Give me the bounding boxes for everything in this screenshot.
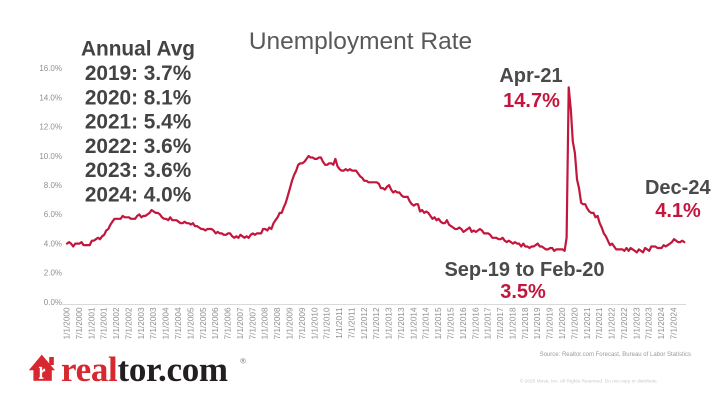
svg-text:7/1/2012: 7/1/2012: [372, 307, 381, 339]
svg-text:7/1/2003: 7/1/2003: [149, 307, 158, 339]
svg-text:1/1/2017: 1/1/2017: [484, 307, 493, 339]
svg-text:1/1/2023: 1/1/2023: [632, 307, 641, 339]
svg-text:1/1/2013: 1/1/2013: [385, 307, 394, 339]
svg-text:1/1/2020: 1/1/2020: [558, 307, 567, 339]
svg-text:1/1/2016: 1/1/2016: [459, 307, 468, 339]
svg-text:8.0%: 8.0%: [44, 181, 62, 190]
svg-text:7/1/2019: 7/1/2019: [546, 307, 555, 339]
svg-text:7/1/2009: 7/1/2009: [298, 307, 307, 339]
svg-text:2021: 5.4%: 2021: 5.4%: [85, 111, 191, 134]
svg-text:Annual Avg: Annual Avg: [81, 38, 195, 61]
svg-text:14.7%: 14.7%: [503, 90, 560, 112]
svg-text:1/1/2000: 1/1/2000: [63, 307, 72, 339]
svg-text:1/1/2002: 1/1/2002: [112, 307, 121, 339]
svg-text:7/1/2011: 7/1/2011: [347, 307, 356, 339]
svg-text:1/1/2018: 1/1/2018: [509, 307, 518, 339]
svg-text:2020: 8.1%: 2020: 8.1%: [85, 86, 191, 109]
svg-text:1/1/2024: 1/1/2024: [657, 307, 666, 339]
svg-text:6.0%: 6.0%: [44, 210, 62, 219]
svg-text:1/1/2009: 1/1/2009: [286, 307, 295, 339]
svg-text:1/1/2001: 1/1/2001: [87, 307, 96, 339]
svg-text:1/1/2010: 1/1/2010: [310, 307, 319, 339]
svg-text:1/1/2007: 1/1/2007: [236, 307, 245, 339]
svg-text:7/1/2013: 7/1/2013: [397, 307, 406, 339]
svg-text:®: ®: [240, 357, 246, 366]
svg-text:7/1/2018: 7/1/2018: [521, 307, 530, 339]
svg-text:2022: 3.6%: 2022: 3.6%: [85, 135, 191, 158]
svg-text:7/1/2023: 7/1/2023: [645, 307, 654, 339]
svg-text:1/1/2003: 1/1/2003: [137, 307, 146, 339]
svg-text:© 2025 Move, Inc. All Rights R: © 2025 Move, Inc. All Rights Reserved. D…: [520, 377, 658, 384]
svg-text:1/1/2004: 1/1/2004: [162, 307, 171, 339]
svg-text:1/1/2006: 1/1/2006: [211, 307, 220, 339]
svg-text:2019: 3.7%: 2019: 3.7%: [85, 62, 191, 85]
svg-text:7/1/2006: 7/1/2006: [224, 307, 233, 339]
svg-text:7/1/2014: 7/1/2014: [422, 307, 431, 339]
svg-text:12.0%: 12.0%: [39, 123, 62, 132]
svg-text:Dec-24: Dec-24: [645, 177, 711, 199]
svg-text:1/1/2008: 1/1/2008: [261, 307, 270, 339]
svg-text:2023: 3.6%: 2023: 3.6%: [85, 159, 191, 182]
svg-text:1/1/2012: 1/1/2012: [360, 307, 369, 339]
svg-text:7/1/2020: 7/1/2020: [570, 307, 579, 339]
svg-text:1/1/2021: 1/1/2021: [583, 307, 592, 339]
svg-text:7/1/2017: 7/1/2017: [496, 307, 505, 339]
svg-text:realtor.com: realtor.com: [61, 350, 228, 389]
svg-text:4.1%: 4.1%: [655, 200, 701, 222]
svg-text:1/1/2015: 1/1/2015: [434, 307, 443, 339]
svg-text:7/1/2022: 7/1/2022: [620, 307, 629, 339]
svg-text:7/1/2024: 7/1/2024: [670, 307, 679, 339]
svg-text:7/1/2000: 7/1/2000: [75, 307, 84, 339]
svg-text:Sep-19 to Feb-20: Sep-19 to Feb-20: [444, 259, 604, 281]
svg-text:7/1/2002: 7/1/2002: [124, 307, 133, 339]
svg-text:10.0%: 10.0%: [39, 152, 62, 161]
svg-text:1/1/2014: 1/1/2014: [409, 307, 418, 339]
svg-text:0.0%: 0.0%: [44, 298, 62, 307]
svg-text:Apr-21: Apr-21: [499, 65, 562, 87]
svg-text:7/1/2016: 7/1/2016: [471, 307, 480, 339]
svg-text:7/1/2021: 7/1/2021: [595, 307, 604, 339]
svg-text:3.5%: 3.5%: [500, 281, 546, 303]
svg-text:4.0%: 4.0%: [44, 239, 62, 248]
svg-text:Source: Realtor.com Forecast,: Source: Realtor.com Forecast, Bureau of …: [540, 352, 691, 358]
svg-text:7/1/2008: 7/1/2008: [273, 307, 282, 339]
svg-text:1/1/2011: 1/1/2011: [335, 307, 344, 339]
svg-text:7/1/2007: 7/1/2007: [248, 307, 257, 339]
svg-text:1/1/2022: 1/1/2022: [608, 307, 617, 339]
svg-text:14.0%: 14.0%: [39, 93, 62, 102]
svg-text:7/1/2001: 7/1/2001: [100, 307, 109, 339]
svg-text:2.0%: 2.0%: [44, 269, 62, 278]
svg-text:7/1/2010: 7/1/2010: [323, 307, 332, 339]
svg-text:7/1/2005: 7/1/2005: [199, 307, 208, 339]
svg-text:Unemployment Rate: Unemployment Rate: [249, 28, 472, 55]
svg-text:1/1/2019: 1/1/2019: [533, 307, 542, 339]
svg-text:1/1/2005: 1/1/2005: [186, 307, 195, 339]
svg-text:7/1/2004: 7/1/2004: [174, 307, 183, 339]
svg-text:16.0%: 16.0%: [39, 64, 62, 73]
svg-text:2024: 4.0%: 2024: 4.0%: [85, 184, 191, 207]
svg-text:7/1/2015: 7/1/2015: [447, 307, 456, 339]
